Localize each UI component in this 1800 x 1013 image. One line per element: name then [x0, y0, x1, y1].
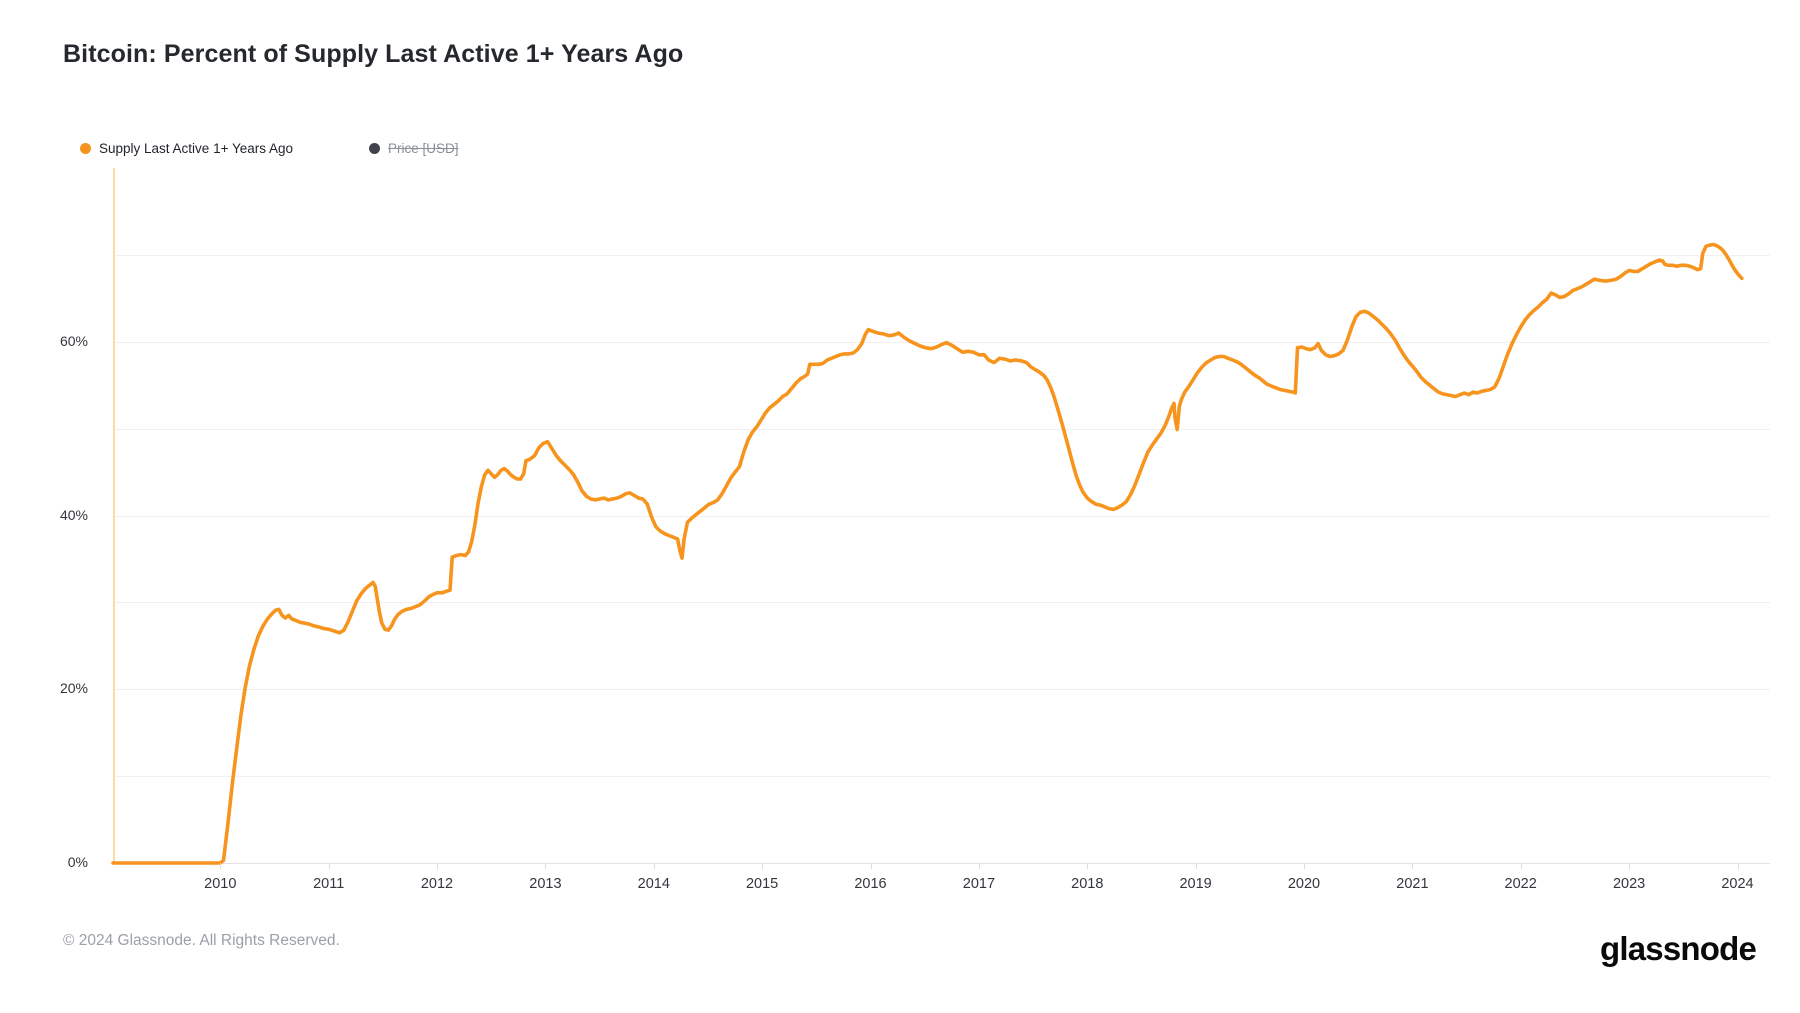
x-axis-label: 2013: [529, 876, 562, 892]
x-axis-label: 2023: [1612, 876, 1646, 892]
x-axis-line: [113, 863, 1770, 864]
x-axis-label: 2024: [1721, 876, 1754, 892]
x-axis-tick: [1737, 863, 1739, 869]
x-axis-tick: [1304, 863, 1305, 869]
x-axis-label: 2010: [204, 876, 237, 892]
x-axis-tick: [1629, 863, 1631, 869]
x-axis-tick: [1195, 863, 1197, 869]
x-axis-label: 2020: [1287, 876, 1321, 892]
x-axis-tick: [1412, 863, 1414, 869]
x-axis-tick: [1087, 863, 1089, 869]
gridline: [113, 428, 1770, 430]
legend-item-price[interactable]: Price [USD]: [369, 141, 459, 156]
gridline: [113, 515, 1770, 517]
gridline: [113, 602, 1770, 604]
x-axis-label: 2021: [1396, 876, 1429, 892]
y-axis-label: 0%: [67, 854, 88, 870]
x-axis-tick: [978, 863, 980, 869]
x-axis-tick: [545, 863, 547, 869]
x-axis-tick: [870, 863, 872, 869]
price-series-dot-icon: [369, 143, 381, 154]
gridline: [113, 776, 1770, 778]
x-axis-tick: [762, 863, 764, 869]
gridline: [113, 341, 1770, 343]
page-title: Bitcoin: Percent of Supply Last Active 1…: [63, 40, 684, 68]
x-axis-tick: [437, 863, 438, 869]
x-axis-label: 2014: [637, 876, 670, 892]
y-axis-label: 20%: [59, 680, 88, 697]
supply-series-dot-icon: [80, 143, 91, 154]
x-axis-tick: [1520, 863, 1522, 869]
x-axis-tick: [653, 863, 655, 869]
x-axis-label: 2017: [962, 876, 996, 892]
x-axis-label: 2011: [313, 876, 345, 892]
x-axis-label: 2018: [1071, 876, 1104, 892]
footer-copyright: © 2024 Glassnode. All Rights Reserved.: [63, 932, 340, 949]
plot-left-border: [113, 168, 115, 863]
x-axis-label: 2022: [1504, 876, 1537, 892]
supply-series-line: [111, 242, 1744, 865]
x-axis-tick: [328, 863, 330, 869]
legend-item-label: Supply Last Active 1+ Years Ago: [99, 141, 294, 156]
gridline: [113, 254, 1770, 256]
legend: Supply Last Active 1+ Years Ago Price [U…: [80, 141, 459, 156]
x-axis-label: 2019: [1179, 876, 1212, 892]
plot-area: [111, 168, 1770, 869]
legend-item-supply[interactable]: Supply Last Active 1+ Years Ago: [80, 141, 293, 156]
x-axis-label: 2016: [854, 876, 887, 892]
y-axis-label: 60%: [59, 332, 88, 349]
gridline: [113, 689, 1770, 691]
legend-item-label: Price [USD]: [388, 141, 459, 156]
y-axis-label: 40%: [59, 506, 88, 523]
series-svg: [111, 242, 1744, 865]
x-axis-label: 2015: [745, 876, 779, 892]
glassnode-logo[interactable]: glassnode: [1599, 930, 1757, 967]
x-axis-label: 2012: [420, 876, 454, 892]
x-axis-tick: [220, 863, 222, 869]
